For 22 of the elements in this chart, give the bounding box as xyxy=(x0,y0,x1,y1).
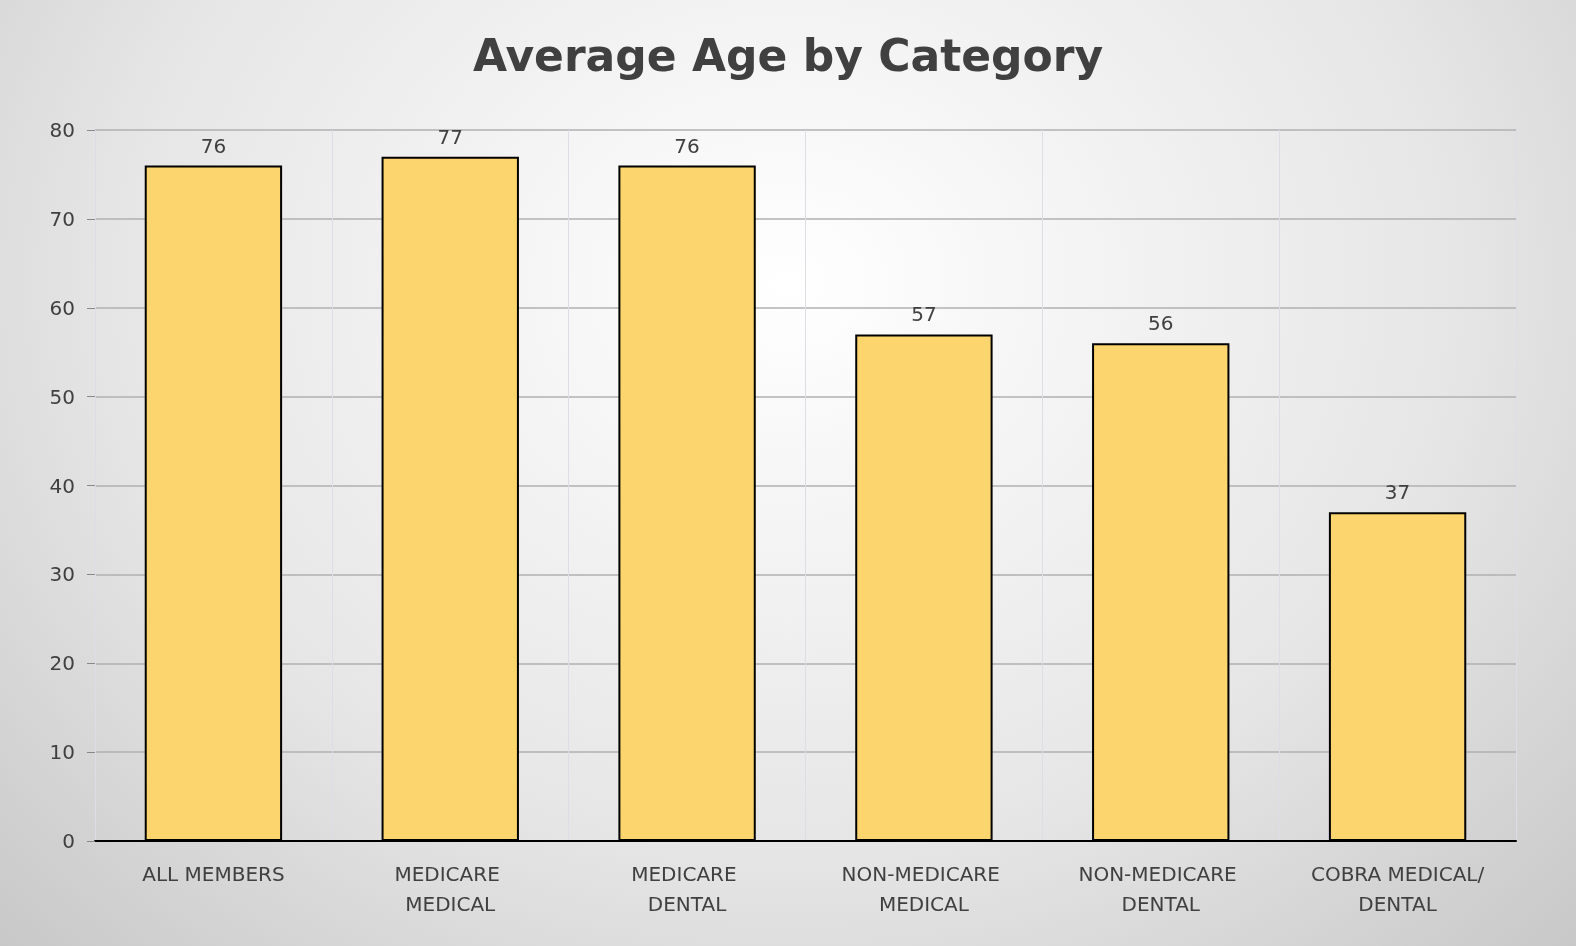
data-label: 56 xyxy=(1148,311,1174,336)
x-tick-label: NON-MEDICARE DENTAL xyxy=(1078,862,1244,916)
y-tick-label: 40 xyxy=(49,473,75,498)
x-tick-label: NON-MEDICARE MEDICAL xyxy=(841,862,1007,916)
x-tick-label: ALL MEMBERS xyxy=(142,862,285,886)
y-tick-label: 20 xyxy=(49,651,75,676)
y-tick-label: 10 xyxy=(49,740,75,765)
y-tick-label: 60 xyxy=(49,295,75,320)
chart-title: Average Age by Category xyxy=(472,29,1104,81)
x-tick-label: MEDICARE MEDICAL xyxy=(394,862,507,916)
y-tick-label: 30 xyxy=(49,562,75,587)
x-tick-label: COBRA MEDICAL/DENTAL xyxy=(1310,862,1485,916)
data-label: 57 xyxy=(911,302,937,327)
data-label: 76 xyxy=(674,133,700,158)
x-tick-label: MEDICARE DENTAL xyxy=(631,862,743,916)
y-tick-label: 80 xyxy=(49,118,75,142)
data-label: 76 xyxy=(200,133,227,158)
y-tick-label: 0 xyxy=(62,829,75,853)
data-label: 37 xyxy=(1384,480,1411,505)
y-tick-label: 50 xyxy=(49,384,75,409)
data-label: 77 xyxy=(437,124,463,149)
y-tick-label: 70 xyxy=(49,206,75,231)
